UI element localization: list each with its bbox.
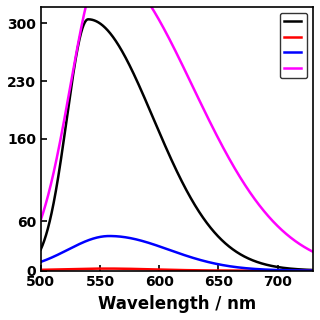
Legend: , , , : , , , (280, 12, 308, 78)
X-axis label: Wavelength / nm: Wavelength / nm (98, 295, 256, 313)
